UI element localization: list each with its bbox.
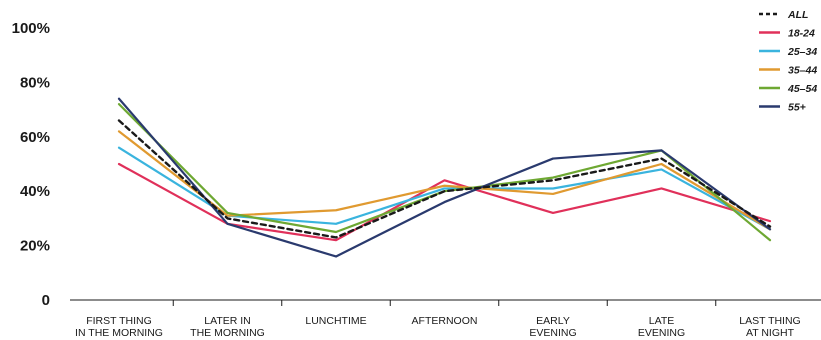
x-tick-label-line: LATER IN [204,315,250,327]
y-tick-label: 80% [20,74,50,91]
x-tick-label-line: LUNCHTIME [305,315,366,327]
legend-label: 55+ [788,102,806,114]
x-tick-label-line: FIRST THING [86,315,152,327]
series-line-55plus [117,97,772,258]
y-tick-label: 0 [42,292,50,309]
x-tick-label-line: EVENING [638,327,685,339]
x-tick-label-line: AT NIGHT [746,327,795,339]
x-axis-ticks [172,300,717,306]
x-tick-label: AFTERNOON [412,315,478,327]
legend-label: 35–44 [788,65,817,77]
series-line-45-54 [117,103,772,242]
x-tick-label-line: THE MORNING [190,327,265,339]
y-axis-labels: 0 20% 40% 60% 80% 100% [12,20,50,309]
x-tick-label-line: IN THE MORNING [75,327,163,339]
y-tick-label: 40% [20,183,50,200]
legend-label: 18-24 [788,28,815,40]
x-tick-label-line: EARLY [536,315,570,327]
x-tick-label: LUNCHTIME [305,315,366,327]
legend-label: 25–34 [787,46,817,58]
x-tick-label: FIRST THING IN THE MORNING [75,315,163,339]
x-tick-label-line: LAST THING [739,315,800,327]
legend-label: 45–54 [787,83,817,95]
legend-label: ALL [787,9,808,21]
x-tick-label-line: AFTERNOON [412,315,478,327]
series-line-ALL [117,119,772,239]
y-tick-label: 100% [12,20,50,37]
x-tick-label: LATER IN THE MORNING [190,315,265,339]
x-tick-label-line: LATE [649,315,674,327]
x-tick-label: LAST THING AT NIGHT [739,315,800,339]
series-lines [117,97,772,258]
x-tick-label: LATE EVENING [638,315,685,339]
x-axis-labels: FIRST THING IN THE MORNING LATER IN THE MOR… [75,315,801,339]
series-line-35-44 [117,130,772,231]
x-tick-label: EARLY EVENING [529,315,576,339]
y-tick-label: 20% [20,238,50,255]
x-tick-label-line: EVENING [529,327,576,339]
y-tick-label: 60% [20,129,50,146]
legend: ALL 18-24 25–34 35–44 45–54 55+ [759,9,817,114]
